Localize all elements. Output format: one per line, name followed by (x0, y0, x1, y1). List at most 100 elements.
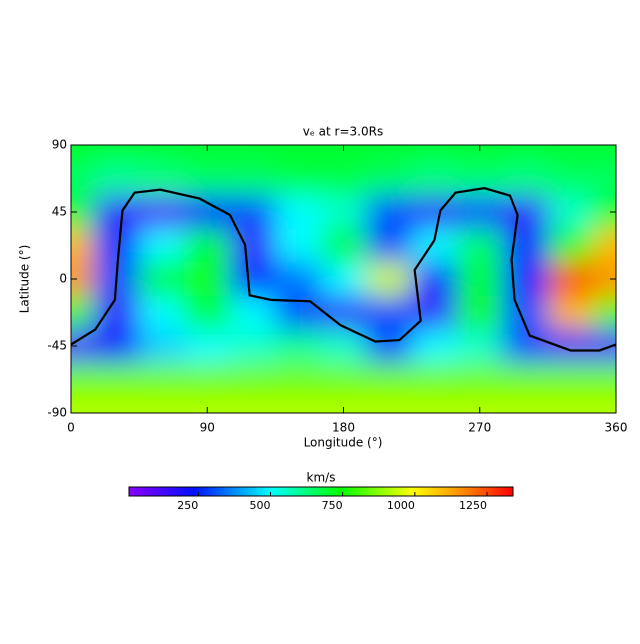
heat-cell (593, 228, 616, 263)
heat-cell (93, 195, 140, 230)
heat-cell (184, 262, 231, 297)
heat-cell (71, 295, 95, 330)
heat-cell (593, 195, 616, 230)
heat-cell (411, 396, 458, 413)
heat-cell (547, 396, 594, 413)
heat-cell (71, 195, 95, 230)
heat-cell (71, 228, 95, 263)
heat-cell (229, 195, 276, 230)
heat-cell (547, 145, 594, 163)
colorbar-label: km/s (307, 471, 336, 485)
heat-cell (229, 228, 276, 263)
heat-cell (366, 295, 413, 330)
heat-cell (320, 262, 367, 297)
heat-cell (275, 262, 322, 297)
heat-cell (229, 262, 276, 297)
heat-cell (275, 145, 322, 163)
heat-cell (366, 145, 413, 163)
heat-cell (71, 145, 95, 163)
heat-cell (366, 161, 413, 196)
heatmap (71, 145, 616, 413)
heat-cell (457, 161, 503, 196)
heat-cell (139, 329, 186, 364)
heat-cell (411, 161, 458, 196)
heat-cell (71, 362, 95, 397)
colorbar (128, 486, 514, 497)
heat-cell (139, 362, 186, 397)
x-tick-label: 270 (468, 421, 491, 435)
y-tick-label: 45 (52, 205, 67, 219)
colorbar-tick-label: 1250 (459, 499, 487, 512)
heat-cell (502, 262, 549, 297)
heat-cell (139, 295, 186, 330)
heat-cell (275, 195, 322, 230)
y-tick-label: 90 (52, 138, 67, 152)
heat-cell (93, 161, 140, 196)
heat-cell (320, 295, 367, 330)
heat-cell (593, 161, 616, 196)
heat-cell (184, 295, 231, 330)
chart-title: vₑ at r=3.0Rs (303, 125, 383, 139)
heat-cell (229, 396, 276, 413)
heat-cell (593, 295, 616, 330)
heat-cell (502, 161, 549, 196)
heat-cell (547, 195, 594, 230)
heat-cell (593, 145, 616, 163)
heat-cell (502, 145, 549, 163)
heat-cell (547, 262, 594, 297)
heat-cell (366, 362, 413, 397)
heat-cell (320, 161, 367, 196)
heat-cell (93, 228, 140, 263)
heat-cell (366, 396, 413, 413)
colorbar-tick-label: 1000 (387, 499, 415, 512)
x-axis-label: Longitude (°) (304, 436, 383, 450)
x-tick-label: 180 (332, 421, 355, 435)
heat-cell (320, 362, 367, 397)
heat-cell (184, 396, 231, 413)
heat-cell (457, 228, 503, 263)
colorbar-tick-label: 500 (249, 499, 270, 512)
heat-cell (457, 145, 503, 163)
x-tick-label: 0 (67, 421, 75, 435)
colorbar-tick-label: 250 (177, 499, 198, 512)
heat-cell (366, 262, 413, 297)
heat-cell (366, 195, 413, 230)
heat-cell (71, 161, 95, 196)
heat-cell (320, 195, 367, 230)
heat-cell (502, 195, 549, 230)
heat-cell (139, 262, 186, 297)
heat-cell (457, 396, 503, 413)
heat-cell (139, 145, 186, 163)
heat-cell (457, 329, 503, 364)
heat-cell (411, 145, 458, 163)
heat-cell (547, 228, 594, 263)
x-tick-label: 360 (605, 421, 628, 435)
heat-cell (411, 195, 458, 230)
y-tick-label: -45 (47, 339, 67, 353)
heat-cell (593, 329, 616, 364)
heat-cell (229, 362, 276, 397)
heat-cell (184, 329, 231, 364)
heat-cell (71, 262, 95, 297)
heat-cell (275, 228, 322, 263)
heat-cell (93, 145, 140, 163)
heat-cell (275, 396, 322, 413)
heat-cell (93, 396, 140, 413)
heat-cell (457, 262, 503, 297)
heat-cell (593, 262, 616, 297)
heat-cell (184, 362, 231, 397)
heat-cell (184, 228, 231, 263)
heat-cell (593, 362, 616, 397)
heat-cell (502, 396, 549, 413)
heat-cell (139, 195, 186, 230)
heat-cell (71, 329, 95, 364)
heat-cell (547, 362, 594, 397)
heat-cell (457, 362, 503, 397)
heat-cell (184, 145, 231, 163)
heat-cell (502, 362, 549, 397)
heat-cell (229, 329, 276, 364)
heat-cell (366, 228, 413, 263)
heat-cell (229, 161, 276, 196)
heat-cell (320, 228, 367, 263)
